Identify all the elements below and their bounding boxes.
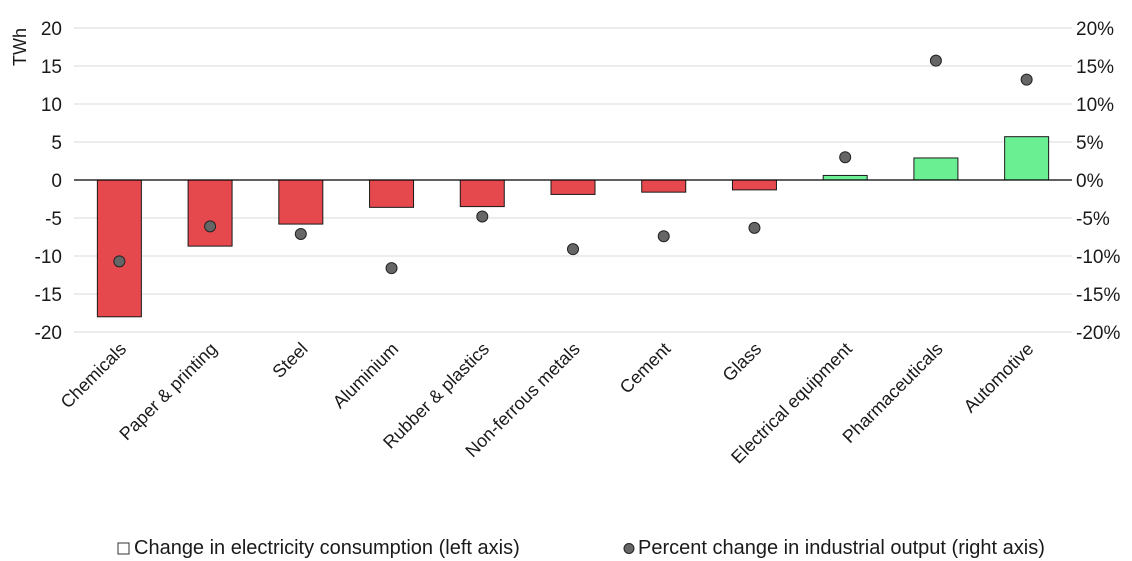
bar-series <box>96 136 1050 318</box>
left-tick-label: 15 <box>41 57 62 78</box>
bar-aluminium <box>369 179 415 208</box>
bar-rubber-plastics <box>459 179 505 208</box>
bar-glass <box>731 179 777 191</box>
legend-dot-swatch <box>623 543 635 554</box>
bar-non-ferrous-metals <box>550 179 596 195</box>
left-tick-label: -10 <box>35 247 62 268</box>
bar-automotive <box>1004 136 1050 181</box>
right-tick-label: -15% <box>1076 285 1120 306</box>
left-tick-label: 20 <box>41 19 62 40</box>
legend-dot-label: Percent change in industrial output (rig… <box>638 537 1045 559</box>
category-label: Automotive <box>960 339 1038 417</box>
right-tick-label: -5% <box>1076 209 1110 230</box>
dot-paper-printing <box>204 220 217 233</box>
dot-steel <box>294 227 307 240</box>
dot-glass <box>748 221 761 234</box>
bar-steel <box>278 179 324 225</box>
dot-chemicals <box>113 255 126 268</box>
left-tick-label: 10 <box>41 95 62 116</box>
bar-paper-printing <box>187 179 233 247</box>
left-tick-label: 5 <box>51 133 62 154</box>
legend-bar-label: Change in electricity consumption (left … <box>134 537 520 559</box>
dot-automotive <box>1020 73 1033 86</box>
legend-bar-swatch <box>117 542 130 555</box>
dot-series <box>113 54 1033 275</box>
category-label: Cement <box>616 339 675 398</box>
bar-cement <box>641 179 687 193</box>
left-axis-ticks: 20 15 10 5 0 -5 -10 -15 -20 <box>35 19 62 344</box>
right-tick-label: -10% <box>1076 247 1120 268</box>
left-tick-label: -20 <box>35 323 62 344</box>
category-label: Glass <box>719 339 766 386</box>
left-tick-label: 0 <box>51 171 62 192</box>
right-tick-label: 15% <box>1076 57 1114 78</box>
category-label: Chemicals <box>57 339 131 413</box>
left-tick-label: -5 <box>45 209 62 230</box>
bar-chemicals <box>96 179 142 318</box>
category-label: Pharmaceuticals <box>839 339 947 447</box>
right-tick-label: 10% <box>1076 95 1114 116</box>
dot-electrical-equipment <box>839 151 852 164</box>
bar-pharmaceuticals <box>913 157 959 181</box>
category-label: Steel <box>268 339 311 382</box>
category-label: Aluminium <box>329 339 403 413</box>
right-tick-label: -20% <box>1076 323 1120 344</box>
left-tick-label: -15 <box>35 285 62 306</box>
right-tick-label: 0% <box>1076 171 1104 192</box>
left-axis-title: TWh <box>10 28 30 66</box>
dot-cement <box>657 230 670 243</box>
right-tick-label: 5% <box>1076 133 1104 154</box>
category-label: Paper & printing <box>116 339 221 444</box>
dot-pharmaceuticals <box>929 54 942 67</box>
dot-non-ferrous-metals <box>567 243 579 256</box>
dot-aluminium <box>385 262 398 275</box>
right-axis-ticks: 20% 15% 10% 5% 0% -5% -10% -15% -20% <box>1076 19 1120 344</box>
bar-electrical-equipment <box>822 174 868 181</box>
dot-rubber-plastics <box>476 210 489 223</box>
legend: Change in electricity consumption (left … <box>117 537 1045 559</box>
right-tick-label: 20% <box>1076 19 1114 40</box>
